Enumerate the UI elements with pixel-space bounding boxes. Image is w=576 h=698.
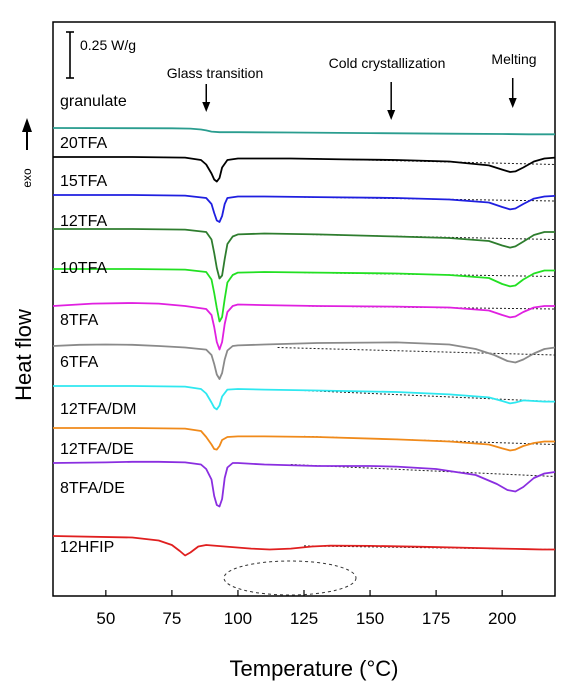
x-axis-label: Temperature (°C) <box>230 656 399 681</box>
y-axis-label: Heat flow <box>11 309 36 401</box>
scale-bar-label: 0.25 W/g <box>80 37 136 53</box>
annotation-label: Cold crystallization <box>329 55 446 71</box>
baseline-guide <box>277 347 556 356</box>
x-tick-label: 150 <box>356 609 384 628</box>
series-label: 12TFA/DM <box>60 401 136 418</box>
annotation-arrows: Glass transition Cold crystallization Melt… <box>167 51 537 120</box>
annotation-label: Melting <box>491 51 536 67</box>
series-label: 20TFA <box>60 135 107 152</box>
series-line-6tfa <box>52 341 556 380</box>
series-label: 10TFA <box>60 260 107 277</box>
series-line-granulate <box>52 127 555 136</box>
series-line-12tfa-de <box>53 427 555 452</box>
x-tick-label: 175 <box>422 609 450 628</box>
exo-label: exo <box>20 168 34 188</box>
series-label: 12TFA <box>60 213 107 230</box>
series-line-8tfa <box>52 302 555 351</box>
x-tick-label: 200 <box>488 609 516 628</box>
curves-layer <box>52 127 556 557</box>
x-tick-label: 100 <box>224 609 252 628</box>
series-label: granulate <box>60 93 127 110</box>
exo-arrow-head-icon <box>22 118 32 132</box>
annotation-label: Glass transition <box>167 65 263 81</box>
series-line-10tfa <box>53 268 555 323</box>
series-labels-layer: granulate 20TFA 15TFA 12TFA 10TFA 8TFA 6TFA 12T… <box>60 93 136 556</box>
series-line-12hfip <box>52 535 555 557</box>
series-label: 15TFA <box>60 173 107 190</box>
series-line-15tfa <box>53 194 556 223</box>
down-arrow-icon <box>508 98 517 108</box>
x-axis-ticks: 50 75 100 125 150 175 200 <box>96 590 516 628</box>
series-label: 8TFA <box>60 312 99 329</box>
down-arrow-icon <box>202 102 211 112</box>
down-arrow-icon <box>387 110 396 120</box>
x-tick-label: 50 <box>96 609 115 628</box>
cold-crystallization-ellipse <box>223 560 357 596</box>
series-line-20tfa <box>53 156 556 183</box>
baseline-guide <box>303 390 556 403</box>
series-label: 12HFIP <box>60 539 114 556</box>
series-line-12tfa <box>53 228 555 280</box>
series-line-12tfa-dm <box>53 385 555 411</box>
series-line-8tfa-de <box>52 460 556 508</box>
x-tick-label: 75 <box>162 609 181 628</box>
series-label: 12TFA/DE <box>60 441 134 458</box>
series-label: 6TFA <box>60 354 99 371</box>
series-label: 8TFA/DE <box>60 480 125 497</box>
x-tick-label: 125 <box>290 609 318 628</box>
